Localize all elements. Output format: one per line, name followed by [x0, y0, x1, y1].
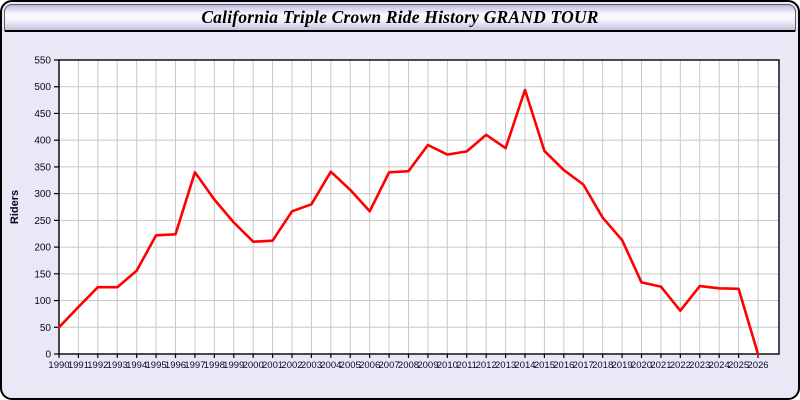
page-title: California Triple Crown Ride History GRA…: [201, 7, 599, 27]
chart-container: 0 50 100 150 200 250 300 350 400 450 500 550 1990 199…: [2, 33, 798, 398]
x-tick-label: 2012: [476, 360, 497, 371]
y-tick-label: 350: [34, 162, 51, 173]
y-tick-label: 500: [34, 82, 51, 93]
y-tick-label: 450: [34, 109, 51, 120]
x-tick-label: 1998: [204, 360, 225, 371]
x-tick-label: 2010: [437, 360, 458, 371]
x-tick-label: 2019: [612, 360, 633, 371]
x-tick-label: 2011: [457, 360, 477, 371]
x-tick-label: 2003: [301, 360, 322, 371]
x-tick-label: 2013: [495, 360, 516, 371]
y-tick-label: 400: [34, 136, 51, 147]
x-tick-label: 1997: [184, 360, 205, 371]
y-tick-label: 200: [34, 243, 51, 254]
x-tick-label: 2008: [398, 360, 419, 371]
x-tick-label: 1995: [146, 360, 167, 371]
y-axis-title: Riders: [9, 189, 21, 225]
x-tick-label: 2000: [243, 360, 264, 371]
x-tick-label: 2022: [670, 360, 691, 371]
x-tick-label: 2025: [728, 360, 749, 371]
y-tick-label: 100: [34, 296, 51, 307]
x-tick-label: 2020: [631, 360, 652, 371]
x-tick-label: 2024: [709, 360, 730, 371]
x-tick-label: 2001: [262, 360, 283, 371]
plot-border: [58, 59, 780, 355]
x-tick-label: 2004: [320, 360, 341, 371]
y-tick-label: 300: [34, 189, 51, 200]
x-tick-label: 2026: [747, 360, 768, 371]
x-tick-label: 2021: [650, 360, 671, 371]
x-tick-label: 1994: [126, 360, 147, 371]
x-tick-label: 1990: [48, 360, 69, 371]
x-tick-label: 1992: [87, 360, 108, 371]
x-tick-label: 1993: [107, 360, 128, 371]
y-tick-label: 150: [34, 269, 51, 280]
x-tick-label: 1996: [165, 360, 186, 371]
riders-line-series: [57, 88, 760, 356]
title-bar: California Triple Crown Ride History GRA…: [4, 4, 796, 32]
y-tick-label: 550: [34, 56, 51, 67]
plot-background: [59, 60, 779, 354]
x-tick-label: 2002: [281, 360, 302, 371]
y-tick-label: 0: [45, 350, 51, 361]
x-tick-label: 2016: [553, 360, 574, 371]
x-tick-label: 2005: [340, 360, 361, 371]
x-tick-label: 2006: [359, 360, 380, 371]
x-tick-label: 2023: [689, 360, 710, 371]
x-tick-label: 1999: [223, 360, 244, 371]
x-tick-label: 2014: [514, 360, 535, 371]
x-tick-label: 2018: [592, 360, 613, 371]
riders-line-chart: 0501001502002503003504004505005501990199…: [34, 56, 780, 371]
x-tick-label: 1991: [68, 360, 89, 371]
y-tick-label: 50: [40, 323, 52, 334]
x-tick-label: 2009: [417, 360, 438, 371]
x-tick-label: 2017: [573, 360, 594, 371]
y-tick-label: 250: [34, 216, 51, 227]
x-tick-label: 2015: [534, 360, 555, 371]
x-tick-label: 2007: [379, 360, 400, 371]
